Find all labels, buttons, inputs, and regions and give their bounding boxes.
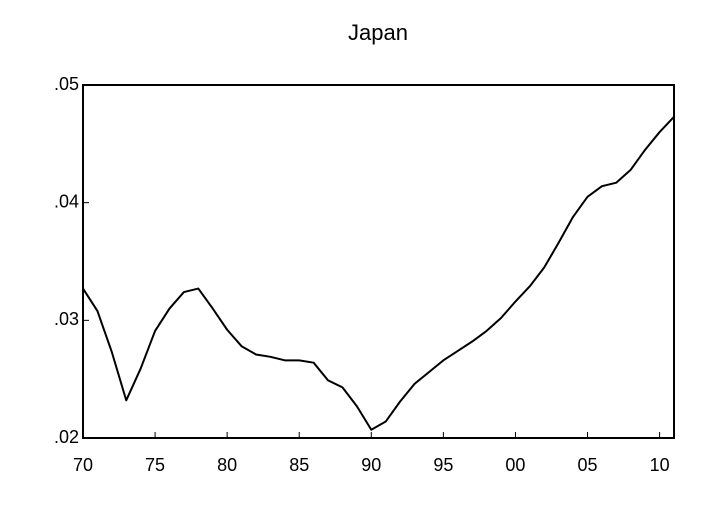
x-tick-label: 85 [289, 455, 309, 475]
x-tick-label: 95 [433, 455, 453, 475]
chart-title: Japan [348, 20, 408, 45]
plot-frame [82, 84, 675, 439]
x-tick-label: 70 [73, 455, 93, 475]
y-tick-label: .04 [54, 191, 79, 211]
x-tick-label: 05 [577, 455, 597, 475]
line-series [82, 116, 675, 431]
y-tick-label: .02 [54, 427, 79, 447]
y-tick-label: .05 [54, 74, 79, 94]
x-tick-label: 00 [505, 455, 525, 475]
x-tick-label: 10 [650, 455, 670, 475]
x-tick-label: 90 [361, 455, 381, 475]
y-tick-label: .03 [54, 309, 79, 329]
x-tick-label: 75 [145, 455, 165, 475]
x-tick-label: 80 [217, 455, 237, 475]
